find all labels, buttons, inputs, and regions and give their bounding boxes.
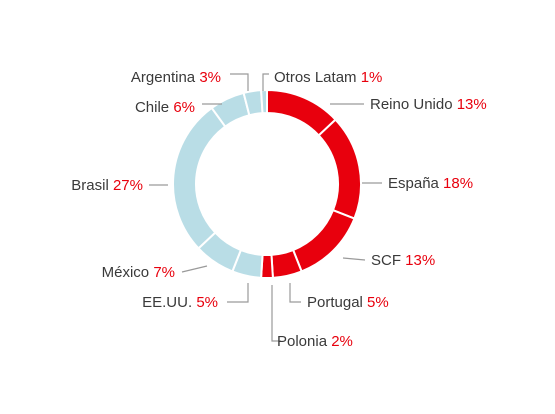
slice-labels: Reino Unido 13% España 18% SCF 13% Portugal… xyxy=(71,69,486,350)
slice-label-ee-uu: EE.UU. 5% xyxy=(142,294,218,311)
slice-value: 5% xyxy=(196,294,218,311)
slice-name: SCF xyxy=(371,252,405,269)
slice-name: Argentina xyxy=(131,69,199,86)
slice-name: Otros Latam xyxy=(274,69,361,86)
slice-label-brasil: Brasil 27% xyxy=(71,177,143,194)
slice-name: EE.UU. xyxy=(142,294,196,311)
leader-line-scf xyxy=(342,257,366,261)
slice-label-reino-unido: Reino Unido 13% xyxy=(370,96,487,113)
slice-brasil xyxy=(172,106,227,250)
slice-name: Brasil xyxy=(71,177,113,194)
slice-name: México xyxy=(102,264,154,281)
slice-value: 1% xyxy=(361,69,383,86)
slice-label-scf: SCF 13% xyxy=(371,252,435,269)
slice-label-m-xico: México 7% xyxy=(102,264,175,281)
slice-label-portugal: Portugal 5% xyxy=(307,294,389,311)
donut-slices xyxy=(172,88,362,280)
slice-value: 18% xyxy=(443,175,473,192)
slice-value: 5% xyxy=(367,294,389,311)
slice-name: Polonia xyxy=(277,333,331,350)
slice-value: 6% xyxy=(173,99,195,116)
slice-value: 7% xyxy=(153,264,175,281)
slice-label-polonia: Polonia 2% xyxy=(277,333,353,350)
leader-line-polonia xyxy=(271,285,281,342)
slice-value: 2% xyxy=(331,333,353,350)
slice-otros-latam xyxy=(260,88,268,115)
slice-name: Portugal xyxy=(307,294,367,311)
slice-espa-a xyxy=(317,118,362,220)
slice-name: Reino Unido xyxy=(370,96,457,113)
slice-value: 27% xyxy=(113,177,143,194)
leader-line-argentina xyxy=(230,73,249,91)
slice-label-argentina: Argentina 3% xyxy=(131,69,221,86)
leader-line-otros-latam xyxy=(262,73,269,91)
slice-value: 3% xyxy=(199,69,221,86)
slice-label-chile: Chile 6% xyxy=(135,99,195,116)
slice-label-espa-a: España 18% xyxy=(388,175,473,192)
slice-name: España xyxy=(388,175,443,192)
slice-name: Chile xyxy=(135,99,173,116)
leader-line-ee-uu xyxy=(227,283,249,303)
leader-line-m-xico xyxy=(181,265,208,273)
slice-scf xyxy=(291,208,356,273)
slice-label-otros-latam: Otros Latam 1% xyxy=(274,69,382,86)
slice-value: 13% xyxy=(457,96,487,113)
slice-value: 13% xyxy=(405,252,435,269)
leader-line-portugal xyxy=(289,283,301,303)
